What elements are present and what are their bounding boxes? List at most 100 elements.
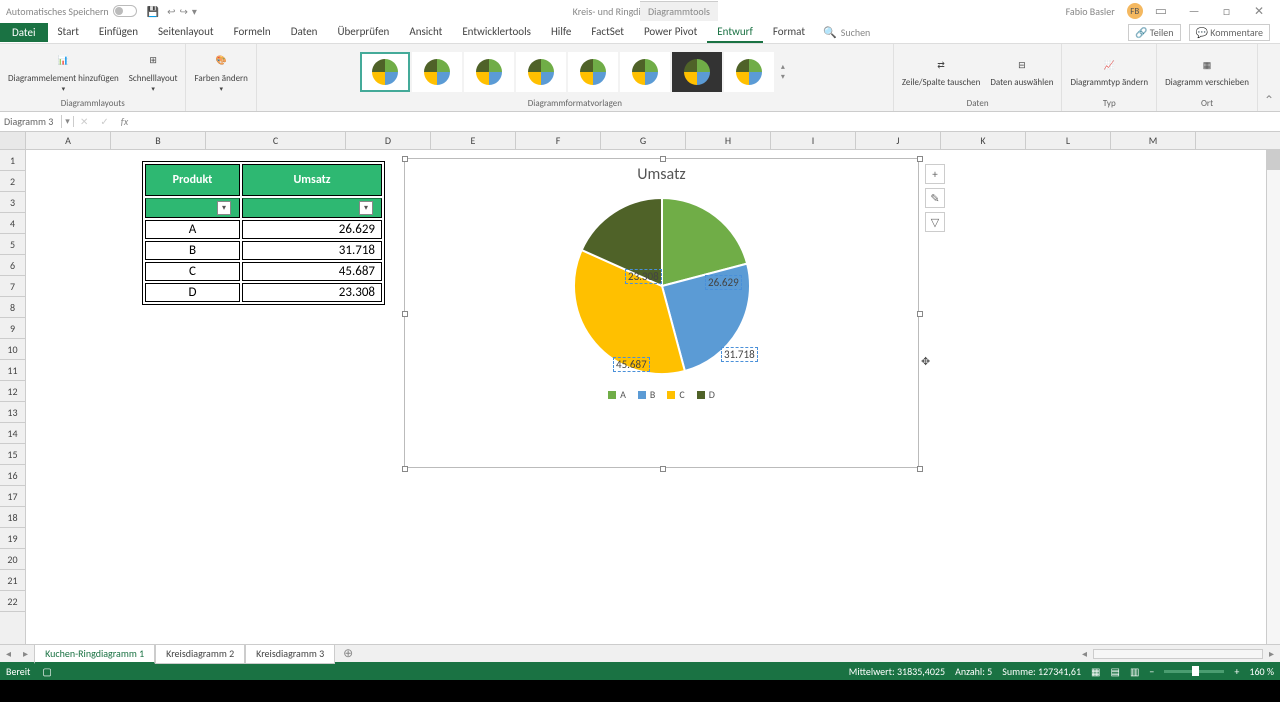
hscroll-right[interactable]: ▸	[1263, 647, 1280, 660]
selection-handle[interactable]	[660, 156, 666, 162]
col-header-K[interactable]: K	[941, 132, 1026, 149]
vertical-scrollbar[interactable]	[1266, 150, 1280, 644]
row-header-3[interactable]: 3	[0, 192, 25, 213]
maximize-button[interactable]: □	[1212, 5, 1242, 19]
redo-icon[interactable]: ↪	[180, 5, 188, 18]
tab-überprüfen[interactable]: Überprüfen	[327, 22, 399, 43]
cancel-formula-icon[interactable]: ✕	[74, 115, 94, 128]
undo-icon[interactable]: ↩	[167, 5, 175, 18]
add-sheet-button[interactable]: ⊕	[335, 646, 361, 661]
legend-item[interactable]: B	[638, 388, 655, 401]
save-icon[interactable]: 💾	[147, 5, 159, 18]
col-header-B[interactable]: B	[111, 132, 206, 149]
tab-start[interactable]: Start	[48, 22, 89, 43]
row-header-22[interactable]: 22	[0, 591, 25, 612]
close-button[interactable]: ✕	[1244, 4, 1274, 19]
tab-format[interactable]: Format	[763, 22, 815, 43]
change-chart-type-button[interactable]: 📈Diagrammtyp ändern	[1066, 53, 1152, 90]
legend-item[interactable]: D	[697, 388, 715, 401]
autosave-toggle[interactable]	[113, 5, 137, 17]
col-header-I[interactable]: I	[771, 132, 856, 149]
share-button[interactable]: 🔗 Teilen	[1128, 24, 1181, 41]
comments-button[interactable]: 💬 Kommentare	[1189, 24, 1270, 41]
tab-einfügen[interactable]: Einfügen	[89, 22, 148, 43]
move-chart-button[interactable]: ▦Diagramm verschieben	[1161, 53, 1253, 90]
filter-umsatz[interactable]: ▾	[359, 201, 373, 215]
row-header-15[interactable]: 15	[0, 444, 25, 465]
chart-style-5[interactable]	[568, 52, 618, 92]
selection-handle[interactable]	[402, 466, 408, 472]
zoom-level[interactable]: 160 %	[1249, 665, 1274, 678]
col-header-H[interactable]: H	[686, 132, 771, 149]
legend-item[interactable]: A	[608, 388, 626, 401]
qat-customize-icon[interactable]: ▾	[192, 5, 197, 18]
col-header-G[interactable]: G	[601, 132, 686, 149]
row-header-19[interactable]: 19	[0, 528, 25, 549]
col-header-E[interactable]: E	[431, 132, 516, 149]
change-colors-button[interactable]: 🎨Farben ändern▾	[190, 49, 251, 95]
chart-style-6[interactable]	[620, 52, 670, 92]
table-row[interactable]: D23.308	[145, 283, 382, 302]
col-header-D[interactable]: D	[346, 132, 431, 149]
row-header-8[interactable]: 8	[0, 297, 25, 318]
quick-layout-button[interactable]: ⊞Schnelllayout▾	[125, 49, 182, 95]
legend-item[interactable]: C	[667, 388, 684, 401]
chart-object[interactable]: Umsatz ABCD 26.62931.71845.68723.308	[404, 158, 919, 468]
zoom-slider[interactable]	[1164, 670, 1224, 673]
zoom-out-icon[interactable]: −	[1149, 665, 1154, 678]
filter-produkt[interactable]: ▾	[217, 201, 231, 215]
row-header-12[interactable]: 12	[0, 381, 25, 402]
row-header-20[interactable]: 20	[0, 549, 25, 570]
row-header-13[interactable]: 13	[0, 402, 25, 423]
tab-daten[interactable]: Daten	[281, 22, 328, 43]
chart-style-7[interactable]	[672, 52, 722, 92]
row-header-5[interactable]: 5	[0, 234, 25, 255]
view-normal-icon[interactable]: ▦	[1091, 665, 1100, 678]
col-header-A[interactable]: A	[26, 132, 111, 149]
chart-style-1[interactable]	[360, 52, 410, 92]
ribbon-display-icon[interactable]: ▭	[1155, 4, 1167, 19]
data-label[interactable]: 26.629	[705, 275, 742, 290]
switch-row-col-button[interactable]: ⇄Zeile/Spalte tauschen	[898, 53, 985, 90]
zoom-in-icon[interactable]: +	[1234, 665, 1239, 678]
name-box[interactable]: Diagramm 3	[0, 115, 62, 128]
horizontal-scrollbar[interactable]	[1093, 649, 1263, 659]
sheet-nav-next[interactable]: ▸	[17, 647, 34, 660]
pie-plot-area[interactable]	[405, 196, 918, 376]
row-header-2[interactable]: 2	[0, 171, 25, 192]
tab-formeln[interactable]: Formeln	[224, 22, 281, 43]
selection-handle[interactable]	[402, 156, 408, 162]
row-header-9[interactable]: 9	[0, 318, 25, 339]
name-box-dropdown[interactable]: ▾	[62, 116, 74, 127]
sheet-nav-prev[interactable]: ◂	[0, 647, 17, 660]
minimize-button[interactable]: —	[1179, 5, 1209, 19]
col-header-C[interactable]: C	[206, 132, 346, 149]
row-header-6[interactable]: 6	[0, 255, 25, 276]
row-header-17[interactable]: 17	[0, 486, 25, 507]
selection-handle[interactable]	[917, 311, 923, 317]
view-page-break-icon[interactable]: ▥	[1130, 665, 1139, 678]
fx-icon[interactable]: fx	[115, 115, 134, 128]
row-header-10[interactable]: 10	[0, 339, 25, 360]
chart-legend[interactable]: ABCD	[405, 388, 918, 401]
chart-style-4[interactable]	[516, 52, 566, 92]
row-header-16[interactable]: 16	[0, 465, 25, 486]
chart-elements-button[interactable]: +	[925, 164, 945, 184]
select-data-button[interactable]: ⊟Daten auswählen	[986, 53, 1057, 90]
hscroll-left[interactable]: ◂	[1076, 647, 1093, 660]
tab-factset[interactable]: FactSet	[581, 22, 634, 43]
macro-record-icon[interactable]: ▢	[42, 665, 51, 678]
sheet-tab[interactable]: Kuchen-Ringdiagramm 1	[34, 644, 155, 664]
col-header-L[interactable]: L	[1026, 132, 1111, 149]
style-gallery-more[interactable]: ▴▾	[776, 62, 790, 82]
table-row[interactable]: A26.629	[145, 220, 382, 239]
enter-formula-icon[interactable]: ✓	[94, 115, 114, 128]
row-header-4[interactable]: 4	[0, 213, 25, 234]
data-label[interactable]: 23.308	[625, 269, 662, 284]
row-header-1[interactable]: 1	[0, 150, 25, 171]
tab-entwicklertools[interactable]: Entwicklertools	[452, 22, 541, 43]
tab-power pivot[interactable]: Power Pivot	[634, 22, 707, 43]
search-label[interactable]: Suchen	[841, 26, 871, 39]
row-header-21[interactable]: 21	[0, 570, 25, 591]
collapse-ribbon-icon[interactable]: ⌃	[1258, 90, 1280, 111]
